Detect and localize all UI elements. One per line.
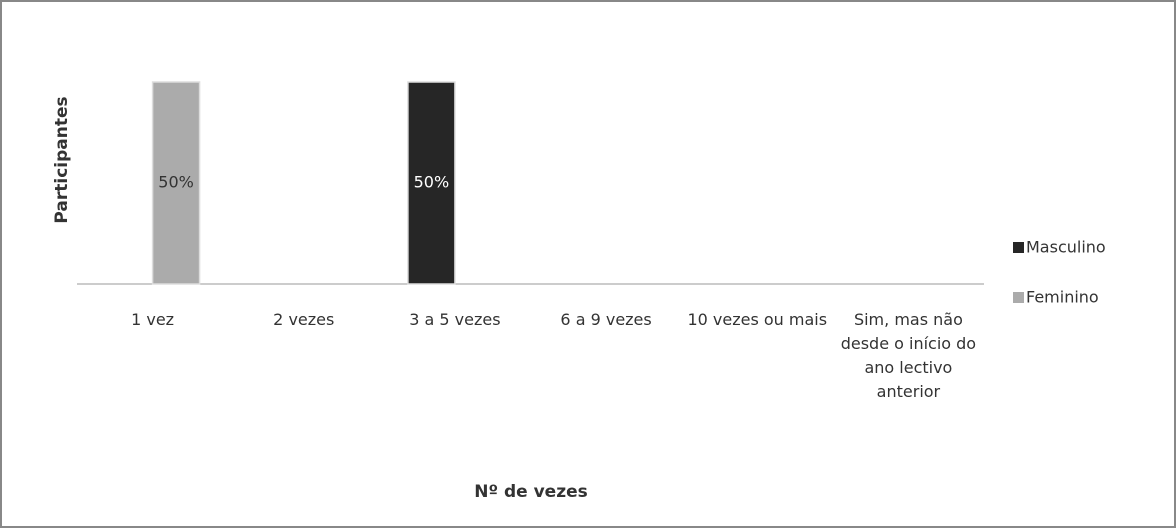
x-tick-label: 6 a 9 vezes [560, 310, 652, 329]
legend-swatch [1013, 292, 1024, 303]
x-tick-label: 1 vez [131, 310, 175, 329]
data-label: 50% [414, 173, 450, 192]
bar [151, 81, 201, 285]
bar [407, 81, 456, 285]
legend-label: Feminino [1026, 288, 1099, 307]
x-tick-label: Sim, mas não desde o início do ano lecti… [840, 310, 977, 401]
data-label: 50% [158, 173, 194, 192]
x-tick-label: 3 a 5 vezes [409, 310, 501, 329]
x-tick-label: 2 vezes [273, 310, 335, 329]
legend-label: Masculino [1026, 238, 1106, 257]
x-tick-label: 10 vezes ou mais [687, 310, 828, 329]
legend-swatch [1013, 242, 1024, 253]
x-axis-title: Nº de vezes [474, 482, 588, 502]
y-axis-title: Participantes [52, 96, 72, 223]
